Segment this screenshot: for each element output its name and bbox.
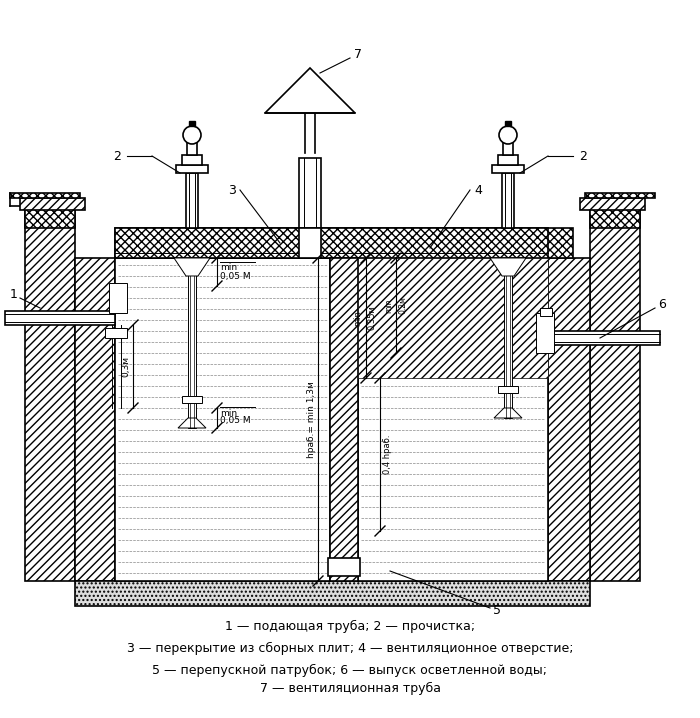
Bar xyxy=(299,158,321,228)
Bar xyxy=(186,173,198,228)
Text: hраб.= min 1,3м: hраб.= min 1,3м xyxy=(307,381,316,458)
Polygon shape xyxy=(265,68,355,113)
Bar xyxy=(115,228,548,258)
Bar xyxy=(590,198,640,228)
Bar xyxy=(505,121,511,126)
Bar xyxy=(498,386,518,393)
Text: min: min xyxy=(220,264,237,273)
Bar xyxy=(115,258,330,581)
Polygon shape xyxy=(580,198,645,210)
Circle shape xyxy=(499,126,517,144)
Text: 3 — перекрытие из сборных плит; 4 — вентиляционное отверстие;: 3 — перекрытие из сборных плит; 4 — вент… xyxy=(127,641,573,655)
Circle shape xyxy=(183,126,201,144)
Bar xyxy=(115,228,573,258)
Text: 0,05 М: 0,05 М xyxy=(220,416,251,426)
Bar xyxy=(328,558,360,576)
Text: 7 — вентиляционная труба: 7 — вентиляционная труба xyxy=(260,681,440,694)
Bar xyxy=(492,165,524,173)
Text: 0,3м: 0,3м xyxy=(122,356,130,377)
Text: 0,2м: 0,2м xyxy=(398,297,407,314)
Polygon shape xyxy=(490,258,526,276)
Bar xyxy=(502,173,514,228)
Polygon shape xyxy=(174,258,210,276)
Text: 1 — подающая труба; 2 — прочистка;: 1 — подающая труба; 2 — прочистка; xyxy=(225,620,475,633)
Bar xyxy=(109,283,127,313)
Bar xyxy=(358,258,548,378)
Bar xyxy=(182,396,202,403)
Bar xyxy=(75,581,590,606)
Bar xyxy=(498,155,518,165)
Bar xyxy=(189,121,195,126)
Bar xyxy=(504,258,512,418)
Bar xyxy=(105,328,127,338)
Text: 7: 7 xyxy=(354,49,362,62)
Text: 2: 2 xyxy=(579,149,587,162)
Text: 6: 6 xyxy=(658,299,666,312)
Bar xyxy=(182,155,202,165)
Bar xyxy=(536,313,554,353)
Text: 4: 4 xyxy=(474,184,482,197)
Polygon shape xyxy=(585,193,655,198)
Polygon shape xyxy=(20,198,85,210)
Text: 1: 1 xyxy=(10,289,18,302)
Bar xyxy=(503,141,513,155)
Text: 5 — перепускной патрубок; 6 — выпуск осветленной воды;: 5 — перепускной патрубок; 6 — выпуск осв… xyxy=(153,663,547,676)
Bar xyxy=(188,258,196,428)
Bar xyxy=(176,165,208,173)
Bar xyxy=(187,141,197,155)
Bar xyxy=(25,198,75,228)
Bar xyxy=(299,228,321,258)
Bar xyxy=(358,258,548,581)
Polygon shape xyxy=(178,418,206,428)
Text: 0,35м: 0,35м xyxy=(368,306,377,330)
Text: 3: 3 xyxy=(228,184,236,197)
Text: 5: 5 xyxy=(493,605,501,617)
Bar xyxy=(25,198,75,581)
Bar xyxy=(75,258,115,581)
Bar xyxy=(590,198,640,581)
Text: min: min xyxy=(354,310,363,326)
Text: 0,05 М: 0,05 М xyxy=(220,271,251,281)
Bar xyxy=(548,331,660,345)
Text: 0,4 hраб.: 0,4 hраб. xyxy=(382,435,391,475)
Bar xyxy=(5,311,115,325)
Polygon shape xyxy=(10,193,80,198)
Text: min: min xyxy=(384,298,393,313)
Bar xyxy=(330,258,358,581)
Bar xyxy=(548,258,590,581)
Text: 2: 2 xyxy=(113,149,121,162)
Text: min: min xyxy=(220,409,237,417)
Polygon shape xyxy=(494,408,522,418)
Bar xyxy=(540,308,552,316)
